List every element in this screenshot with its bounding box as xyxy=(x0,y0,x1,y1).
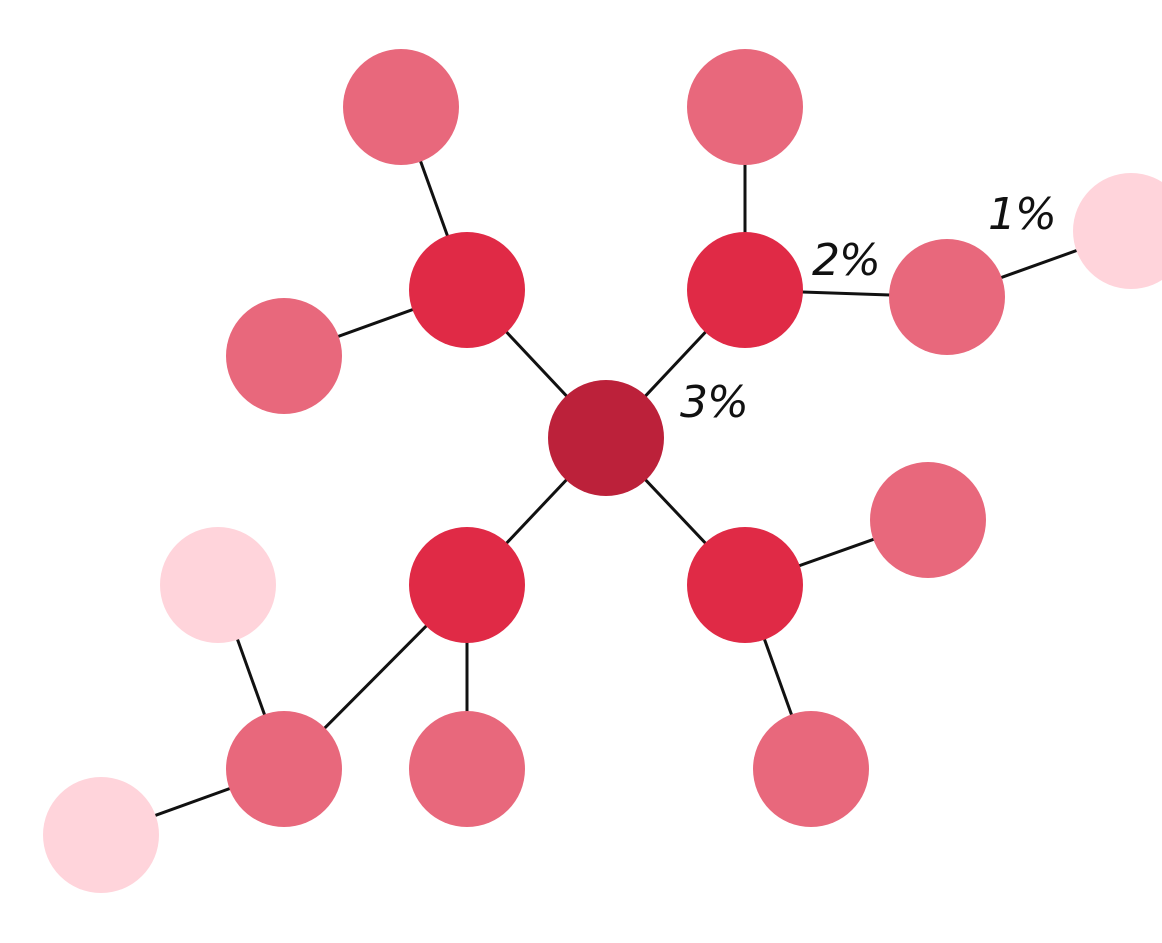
node-l2-g xyxy=(409,711,525,827)
node-l2-c xyxy=(687,49,803,165)
label-second-degree: 2% xyxy=(812,235,880,286)
node-l3-c xyxy=(43,777,159,893)
nodes-layer xyxy=(43,49,1162,893)
node-center xyxy=(548,380,664,496)
node-l1-top-left xyxy=(409,232,525,348)
node-l2-b xyxy=(226,298,342,414)
node-l1-top-right xyxy=(687,232,803,348)
node-l1-bottom-right xyxy=(687,527,803,643)
node-l1-bottom-left xyxy=(409,527,525,643)
node-l2-e xyxy=(870,462,986,578)
node-l2-a xyxy=(343,49,459,165)
label-first-degree: 3% xyxy=(680,377,748,428)
label-third-degree: 1% xyxy=(988,189,1056,240)
node-l2-d xyxy=(889,239,1005,355)
labels-layer: 3% 2% 1% xyxy=(680,189,1057,428)
node-l3-a xyxy=(1073,173,1162,289)
node-l2-f xyxy=(753,711,869,827)
node-l3-b xyxy=(160,527,276,643)
node-l2-h xyxy=(226,711,342,827)
